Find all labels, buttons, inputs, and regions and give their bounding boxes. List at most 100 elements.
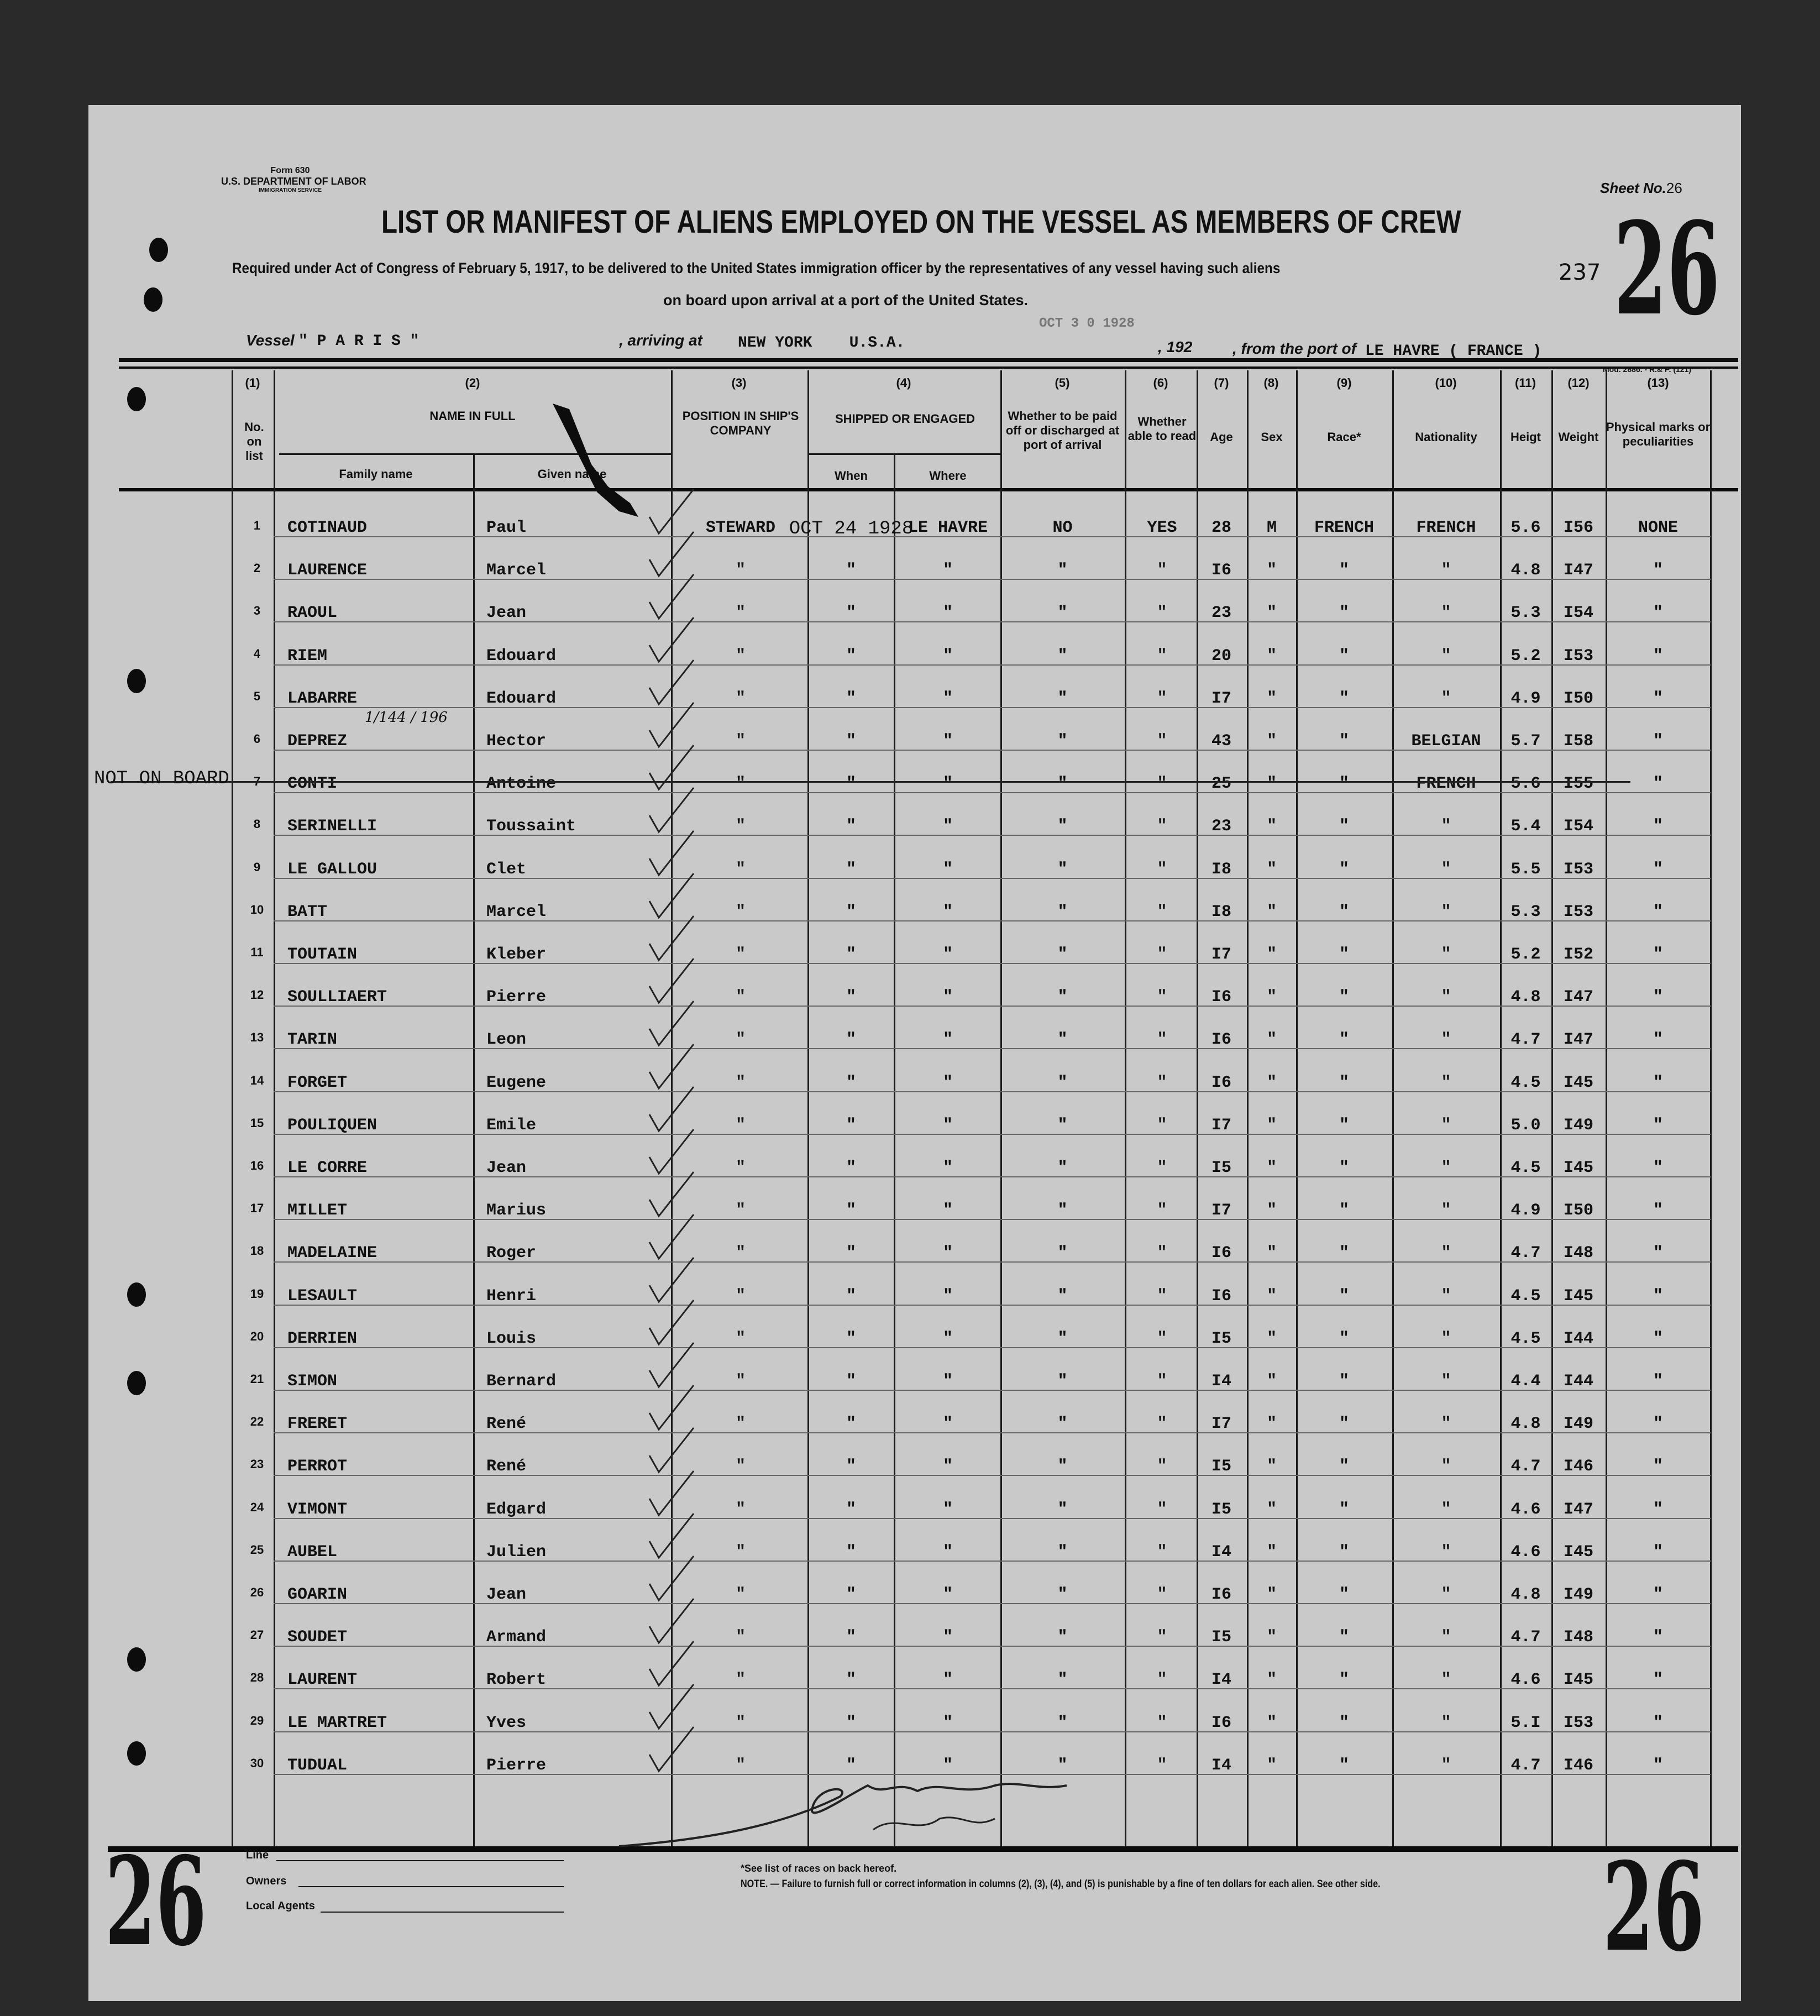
given-name: Edouard	[486, 689, 557, 708]
row-number: 10	[250, 902, 264, 917]
column-number: (8)	[1263, 376, 1279, 390]
row-number: 28	[250, 1671, 264, 1685]
position: "	[735, 1415, 746, 1434]
arrival-port: NEW YORK U.S.A.	[738, 334, 905, 352]
nationality: "	[1441, 1628, 1451, 1647]
nationality: "	[1441, 561, 1451, 580]
race: "	[1339, 1415, 1349, 1434]
column-number: (2)	[465, 376, 480, 390]
position: "	[735, 1585, 746, 1604]
checkmark-icon	[648, 616, 695, 663]
page-title: LIST OR MANIFEST OF ALIENS EMPLOYED ON T…	[381, 204, 1461, 240]
paid-off: "	[1057, 1585, 1068, 1604]
shipped-when: "	[846, 1585, 856, 1604]
able-to-read: "	[1157, 1372, 1167, 1391]
sheet-value: 26	[1666, 180, 1682, 196]
table-row: 19 LESAULT Henri " " " " " I6 " " " 4.5 I45 "	[0, 1256, 1820, 1319]
shipped-where: "	[942, 732, 953, 751]
family-name: COTINAUD	[287, 519, 368, 537]
sex: "	[1266, 902, 1277, 921]
paid-off: "	[1057, 1671, 1068, 1690]
column-divider	[1197, 370, 1198, 1846]
race: "	[1339, 604, 1349, 623]
family-name: RIEM	[287, 646, 328, 666]
penalty-note: NOTE. — Failure to furnish full or corre…	[741, 1878, 1381, 1890]
table-row: 17 MILLET Marius " " " " " I7 " " " 4.9 I50 "	[0, 1171, 1820, 1234]
position: "	[735, 945, 746, 964]
shipped-when: "	[846, 1329, 856, 1348]
table-row: 8 SERINELLI Toussaint " " " " " 23 " " " 5.4 I54 "	[0, 787, 1820, 850]
weight: I47	[1563, 988, 1593, 1007]
age: 23	[1211, 817, 1231, 836]
column-number: (12)	[1567, 376, 1590, 390]
race: "	[1339, 732, 1349, 751]
punch-hole	[127, 1371, 146, 1395]
punch-hole	[127, 1741, 146, 1766]
shipped-where: "	[942, 774, 953, 794]
race: "	[1339, 1030, 1349, 1050]
family-name: BATT	[287, 902, 328, 921]
punch-hole	[127, 387, 146, 411]
weight: I54	[1563, 604, 1593, 623]
sex: "	[1266, 1159, 1277, 1177]
race: "	[1339, 817, 1349, 836]
race: "	[1339, 1756, 1349, 1775]
height: 4.4	[1510, 1372, 1541, 1391]
column-divider	[807, 370, 809, 1846]
able-to-read: "	[1157, 732, 1167, 751]
able-to-read: "	[1157, 1073, 1167, 1092]
sex: "	[1266, 732, 1277, 751]
age: I6	[1211, 1713, 1231, 1732]
physical-marks: "	[1653, 732, 1663, 751]
physical-marks: "	[1653, 646, 1663, 666]
table-row: 21 SIMON Bernard " " " " " I4 " " " 4.4 I44 "	[0, 1342, 1820, 1405]
position: "	[735, 860, 746, 879]
nationality: "	[1441, 1713, 1451, 1732]
physical-marks: "	[1653, 1286, 1663, 1306]
paid-off: "	[1057, 1201, 1068, 1221]
nationality: "	[1441, 945, 1451, 964]
position: "	[735, 1457, 746, 1476]
given-name: Marius	[486, 1201, 547, 1221]
able-to-read: "	[1157, 1201, 1167, 1221]
shipped-when: "	[846, 1201, 856, 1221]
given-name: Marcel	[486, 561, 547, 580]
physical-marks: NONE	[1638, 519, 1678, 537]
sex: "	[1266, 1372, 1277, 1391]
nationality: "	[1441, 1585, 1451, 1604]
able-to-read: "	[1157, 988, 1167, 1007]
row-number: 17	[250, 1201, 264, 1216]
nationality: "	[1441, 1116, 1451, 1135]
col-header-shipped: SHIPPED OR ENGAGED	[835, 412, 975, 426]
checkmark-icon	[648, 574, 695, 621]
shipped-when: "	[846, 1030, 856, 1050]
row-number: 12	[250, 988, 264, 1002]
row-rule	[274, 706, 1711, 708]
given-name: Marcel	[486, 902, 547, 921]
race: "	[1339, 1671, 1349, 1690]
table-row: 29 LE MARTRET Yves " " " " " I6 " " " 5.I I53 "	[0, 1683, 1820, 1746]
height: 5.7	[1510, 732, 1541, 751]
col-header-position: POSITION IN SHIP'S COMPANY	[682, 409, 799, 437]
column-divider	[1500, 370, 1502, 1846]
row-number: 26	[250, 1585, 264, 1599]
able-to-read: YES	[1147, 519, 1177, 537]
family-name: PERROT	[287, 1457, 348, 1476]
able-to-read: "	[1157, 1244, 1167, 1263]
row-number: 6	[253, 732, 261, 746]
weight: I53	[1563, 646, 1593, 666]
row-rule	[274, 1560, 1711, 1562]
family-name: LE CORRE	[287, 1159, 368, 1177]
family-name: POULIQUEN	[287, 1116, 377, 1135]
physical-marks: "	[1653, 774, 1663, 794]
shipped-where: "	[942, 1244, 953, 1263]
shipped-where: "	[942, 860, 953, 879]
paid-off: "	[1057, 988, 1068, 1007]
checkmark-icon	[648, 830, 695, 877]
nationality: "	[1441, 817, 1451, 836]
row-number: 29	[250, 1713, 264, 1727]
weight: I53	[1563, 860, 1593, 879]
position: "	[735, 1030, 746, 1050]
nationality: "	[1441, 1030, 1451, 1050]
physical-marks: "	[1653, 1415, 1663, 1434]
